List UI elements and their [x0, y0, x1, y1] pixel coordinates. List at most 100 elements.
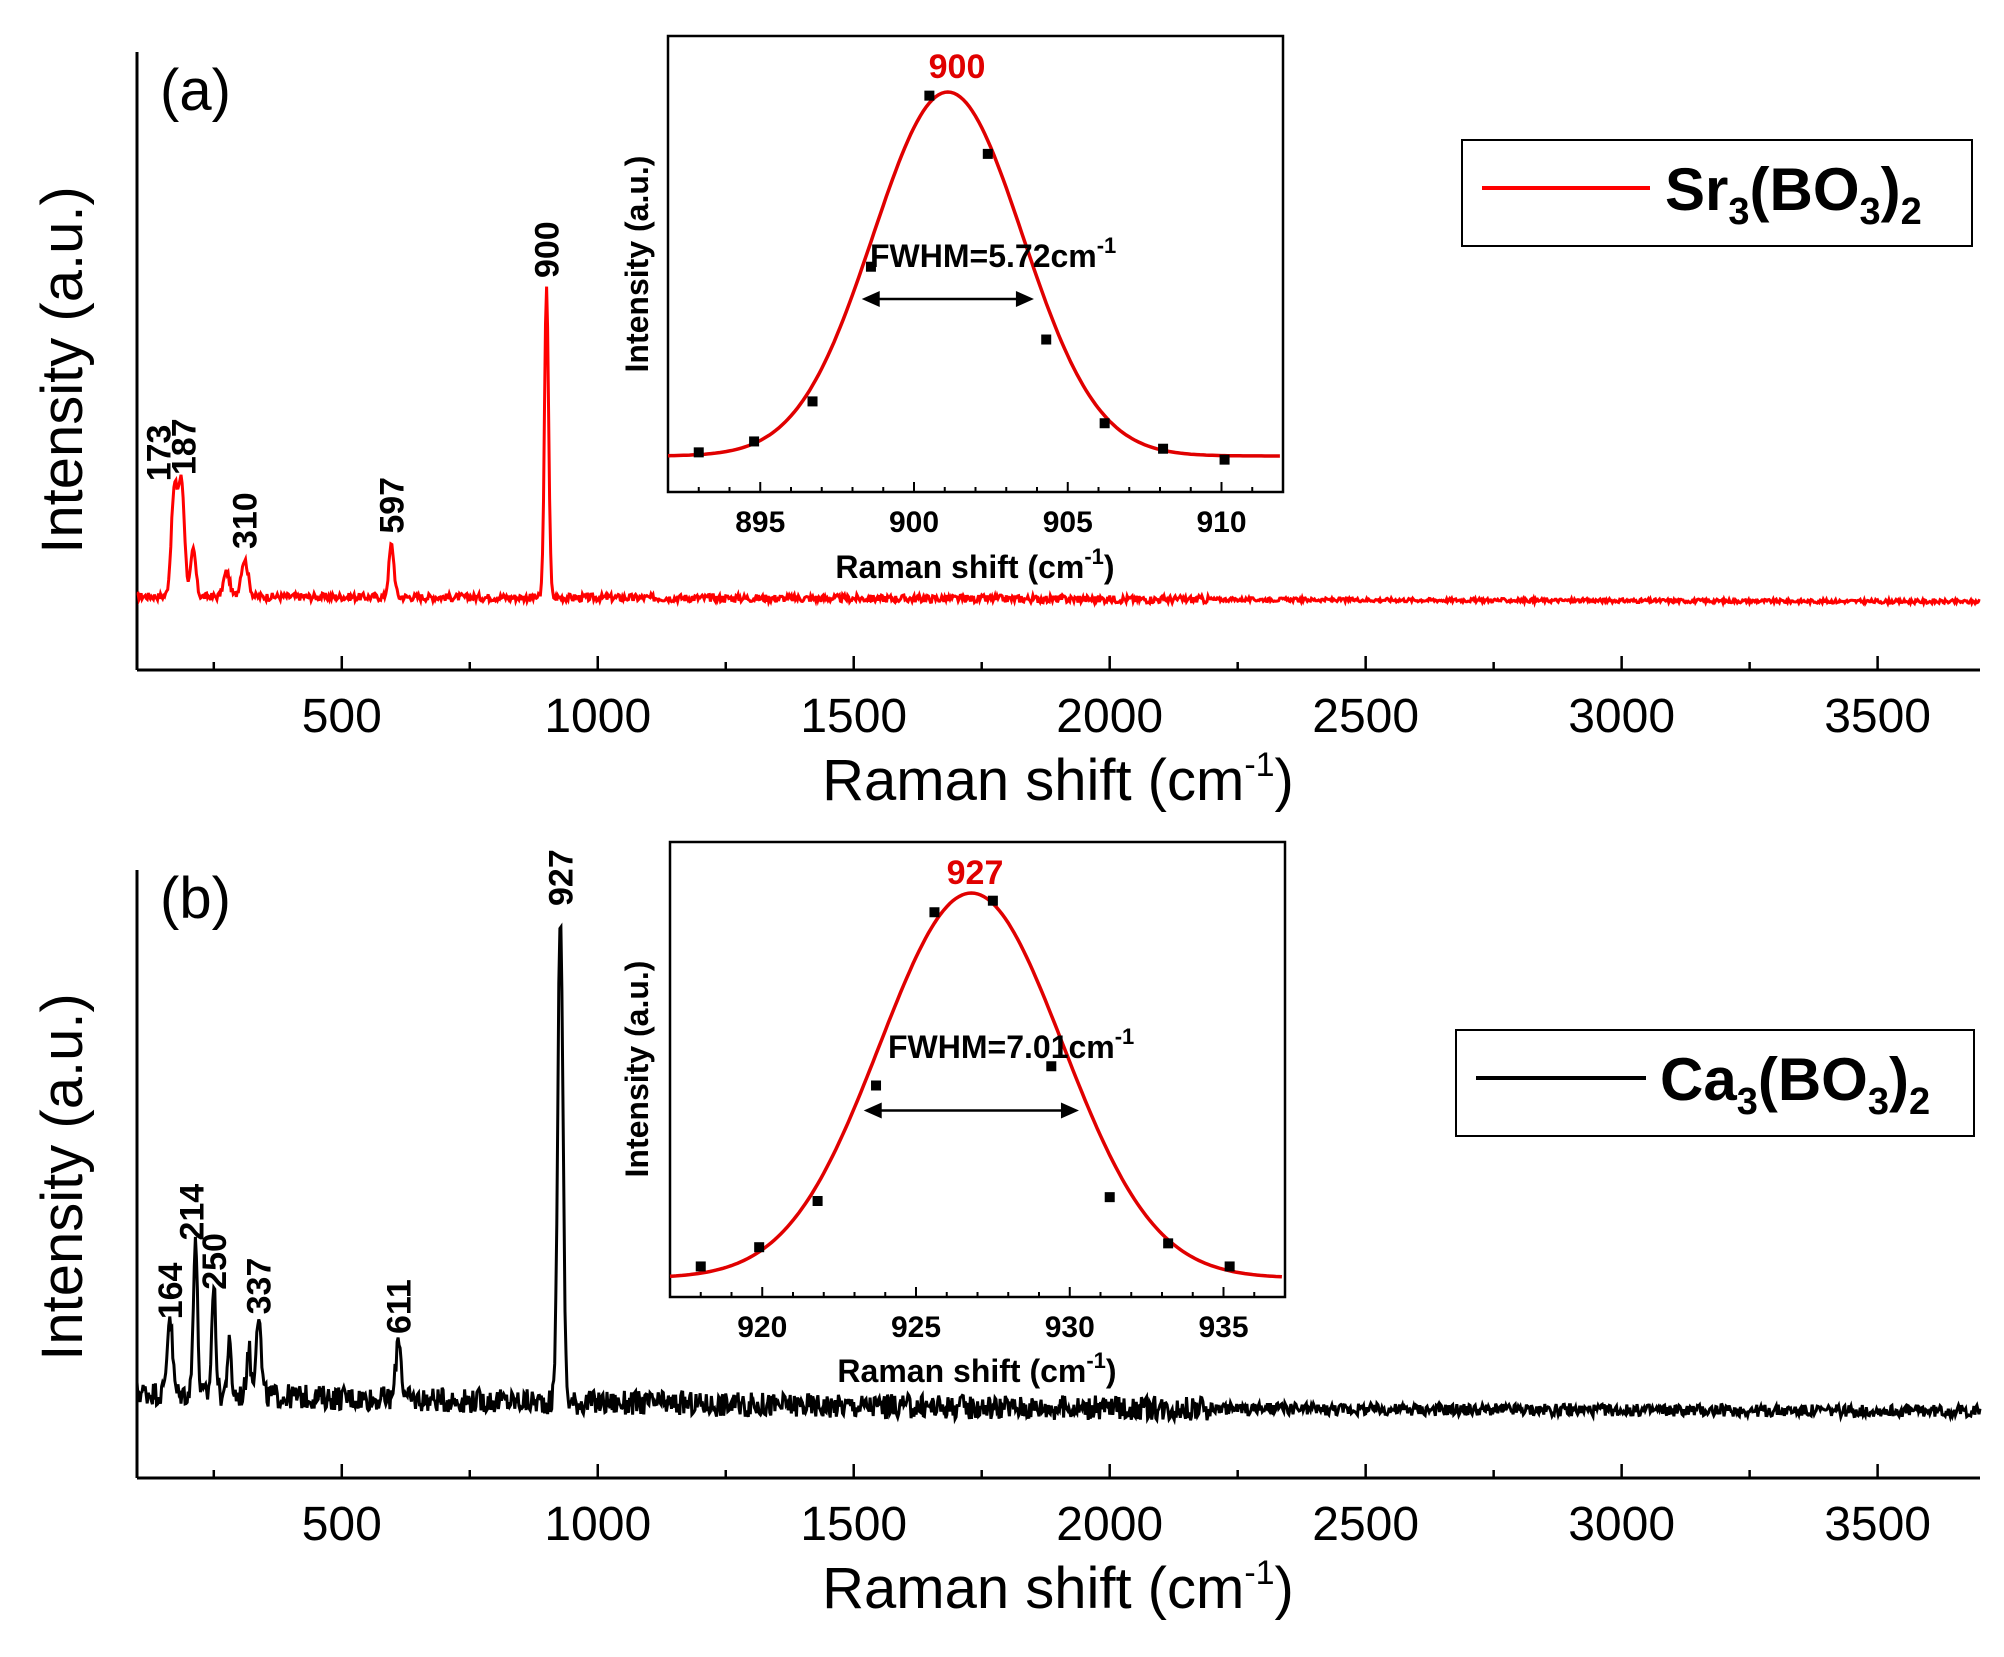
- panel-b-inset-points: [695, 895, 1235, 1272]
- inset-data-point: [929, 907, 940, 918]
- inset-data-point: [1041, 334, 1052, 345]
- panel-b-inset-xlabel: Raman shift (cm-1): [837, 1348, 1116, 1389]
- peak-label-927: 927: [542, 849, 580, 906]
- peak-label-337: 337: [240, 1258, 278, 1315]
- panel-b-xlabel: Raman shift (cm-1): [822, 1554, 1294, 1621]
- inset-data-point: [749, 436, 760, 447]
- panel-a-xlabel: Raman shift (cm-1): [822, 746, 1294, 813]
- panel-a-fwhm-label: FWHM=5.72cm-1: [870, 233, 1116, 274]
- inset-data-point: [812, 1196, 823, 1206]
- x-tick-label: 1000: [544, 690, 651, 743]
- panel-b: (b) Intensity (a.u.) 500 1000 1500 2000 2500…: [30, 840, 1982, 1621]
- panel-a-inset-ylabel: Intensity (a.u.): [619, 156, 655, 373]
- peak-label-900: 900: [529, 221, 567, 278]
- fwhm-arrow-head-left: [861, 291, 880, 307]
- panel-b-legend-label: Ca3(BO3)2: [1660, 1046, 1930, 1123]
- inset-x-tick-label: 935: [1198, 1311, 1248, 1344]
- inset-data-point: [754, 1242, 765, 1253]
- panel-b-inset-fit-curve: [669, 891, 1283, 1279]
- panel-b-label: (b): [160, 866, 231, 931]
- panel-a-legend-box: [1461, 139, 1973, 247]
- panel-b-fwhm-arrow: [863, 1102, 1079, 1119]
- peak-label-250: 250: [196, 1233, 234, 1290]
- panel-a-inset-xlabel: Raman shift (cm-1): [835, 544, 1114, 585]
- inset-data-point: [871, 1080, 882, 1091]
- panel-b-legend-box: [1455, 1029, 1975, 1137]
- peak-label-187: 187: [166, 418, 204, 475]
- panel-a-inset-ticks: 895 900 905 910: [667, 482, 1284, 539]
- inset-data-point: [693, 447, 704, 458]
- inset-x-tick-label: 920: [737, 1311, 787, 1344]
- inset-x-tick-label: 895: [735, 506, 785, 539]
- inset-x-tick-label: 900: [889, 506, 939, 539]
- inset-data-point: [865, 261, 876, 272]
- panel-a-legend: Sr3(BO3)2: [1461, 139, 1973, 247]
- x-tick-label: 3000: [1568, 690, 1675, 743]
- panel-b-fwhm-label: FWHM=7.01cm-1: [888, 1024, 1134, 1065]
- x-tick-label: 2500: [1312, 690, 1419, 743]
- panel-a-inset-peak-label: 900: [929, 48, 986, 86]
- panel-a-spectrum-line: [136, 286, 1981, 609]
- panel-a: (a) Intensity (a.u.) 500 1000 1500 2000 2500…: [30, 34, 1981, 813]
- panel-b-inset-peak-label: 927: [947, 854, 1004, 892]
- inset-data-point: [924, 90, 935, 101]
- x-tick-label: 1500: [800, 690, 907, 743]
- inset-x-tick-label: 925: [891, 1311, 941, 1344]
- panel-a-inset-points: [693, 90, 1230, 465]
- peak-label-597: 597: [373, 477, 411, 534]
- x-tick-label: 2000: [1056, 690, 1163, 743]
- fwhm-arrow-head-right: [1015, 291, 1034, 307]
- panel-b-inset-frame: [668, 840, 1287, 1299]
- fwhm-arrow-head-right: [1060, 1102, 1079, 1119]
- panel-b-inset: Intensity (a.u.) 920 925 930 935 Raman shif…: [619, 840, 1287, 1389]
- peak-label-611: 611: [381, 1279, 419, 1334]
- inset-data-point: [1219, 454, 1230, 465]
- inset-data-point: [1158, 443, 1169, 454]
- inset-data-point: [807, 396, 818, 407]
- x-tick-label: 500: [302, 690, 382, 743]
- x-tick-label: 3000: [1568, 1498, 1675, 1551]
- x-tick-label: 2000: [1056, 1498, 1163, 1551]
- panel-b-xlabel-sup: -1: [1244, 1554, 1274, 1592]
- inset-data-point: [1224, 1261, 1235, 1272]
- peak-label-310: 310: [227, 492, 265, 549]
- inset-data-point: [1046, 1061, 1057, 1072]
- panel-a-ylabel: Intensity (a.u.): [30, 186, 95, 553]
- inset-x-tick-label: 910: [1196, 506, 1246, 539]
- inset-x-tick-label: 930: [1045, 1311, 1095, 1344]
- peak-label-173: 173: [140, 425, 178, 482]
- inset-data-point: [1163, 1238, 1174, 1249]
- panel-b-xlabel-close: ): [1275, 1556, 1294, 1621]
- x-tick-label: 3500: [1824, 1498, 1931, 1551]
- panel-a-xlabel-close: ): [1275, 748, 1294, 813]
- panel-a-x-ticks: 500 1000 1500 2000 2500 3000 3500: [212, 656, 1931, 743]
- inset-data-point: [1099, 418, 1110, 429]
- inset-data-point: [987, 895, 998, 906]
- peak-label-164: 164: [152, 1262, 190, 1319]
- panel-b-legend: Ca3(BO3)2: [1455, 1029, 1975, 1137]
- panel-a-inset-fit-curve: [667, 90, 1280, 458]
- panel-a-xlabel-main: Raman shift (cm: [822, 748, 1244, 813]
- panel-b-ylabel: Intensity (a.u.): [30, 993, 95, 1360]
- inset-data-point: [982, 148, 993, 159]
- inset-data-point: [1104, 1192, 1115, 1203]
- panel-b-xlabel-main: Raman shift (cm: [822, 1556, 1244, 1621]
- inset-x-tick-label: 905: [1043, 506, 1093, 539]
- panel-a-inset: Intensity (a.u.) 895 900 905 910 Raman shif…: [619, 34, 1285, 585]
- peak-label-214: 214: [173, 1184, 211, 1241]
- fwhm-arrow-head-left: [863, 1102, 882, 1119]
- x-tick-label: 1500: [800, 1498, 907, 1551]
- inset-data-point: [695, 1261, 706, 1272]
- x-tick-label: 1000: [544, 1498, 651, 1551]
- panel-b-x-ticks: 500 1000 1500 2000 2500 3000 3500: [212, 1464, 1931, 1551]
- x-tick-label: 500: [302, 1498, 382, 1551]
- x-tick-label: 3500: [1824, 690, 1931, 743]
- panel-a-label: (a): [160, 58, 231, 123]
- panel-b-spectrum-line: [135, 922, 1982, 1426]
- panel-a-fwhm-arrow: [861, 291, 1034, 307]
- x-tick-label: 2500: [1312, 1498, 1419, 1551]
- panel-a-legend-label: Sr3(BO3)2: [1665, 156, 1922, 233]
